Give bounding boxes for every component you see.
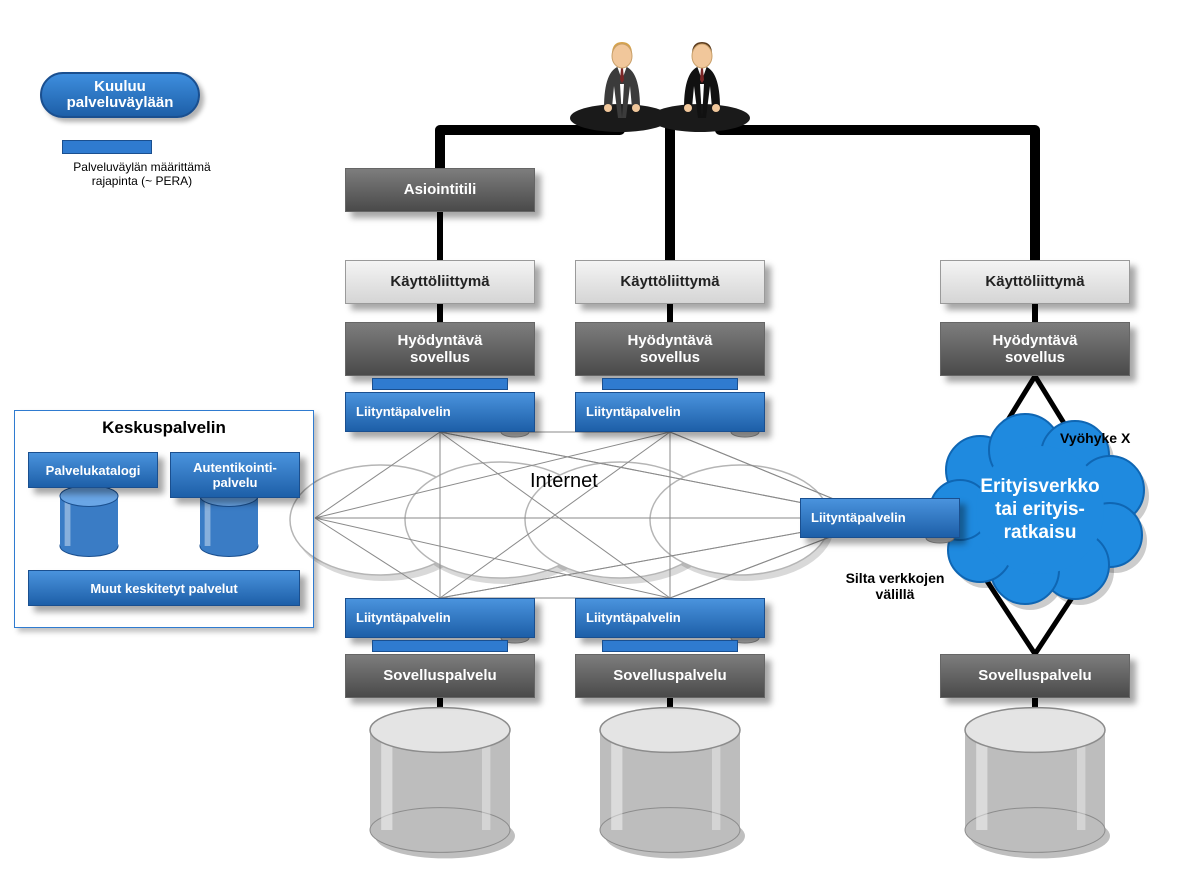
box-label: Hyödyntävä sovellus — [397, 332, 482, 367]
box-label: Sovelluspalvelu — [383, 667, 496, 684]
box-conn1t: Liityntäpalvelin — [345, 392, 535, 432]
box-svc1: Sovelluspalvelu — [345, 654, 535, 698]
legend-caption: Palveluväylän määrittämärajapinta (~ PER… — [32, 160, 252, 188]
box-label: Sovelluspalvelu — [613, 667, 726, 684]
box-bar2b — [602, 640, 738, 652]
box-conn2b: Liityntäpalvelin — [575, 598, 765, 638]
box-label: Liityntäpalvelin — [586, 611, 681, 626]
box-asiointitili: Asiointitili — [345, 168, 535, 212]
keskus-auth: Autentikointi- palvelu — [170, 452, 300, 498]
internet-label: Internet — [530, 470, 598, 493]
box-bar1t — [372, 378, 508, 390]
box-label: Asiointitili — [404, 181, 477, 198]
annot-silta: Silta verkkojenvälillä — [810, 570, 980, 602]
box-label: Liityntäpalvelin — [356, 611, 451, 626]
box-app2: Hyödyntävä sovellus — [575, 322, 765, 376]
box-conn2t: Liityntäpalvelin — [575, 392, 765, 432]
special-cloud-label: Erityisverkkotai erityis-ratkaisu — [960, 476, 1120, 544]
box-label: Käyttöliittymä — [985, 273, 1084, 290]
box-label: Liityntäpalvelin — [356, 405, 451, 420]
box-bar2t — [602, 378, 738, 390]
box-conn1b: Liityntäpalvelin — [345, 598, 535, 638]
box-svc2: Sovelluspalvelu — [575, 654, 765, 698]
box-ui2: Käyttöliittymä — [575, 260, 765, 304]
box-bar1b — [372, 640, 508, 652]
box-app3: Hyödyntävä sovellus — [940, 322, 1130, 376]
box-ui1: Käyttöliittymä — [345, 260, 535, 304]
label: Palvelukatalogi — [46, 463, 141, 478]
box-label: Käyttöliittymä — [620, 273, 719, 290]
box-label: Sovelluspalvelu — [978, 667, 1091, 684]
box-app1: Hyödyntävä sovellus — [345, 322, 535, 376]
annot-vyohyke: Vyöhyke X — [1060, 430, 1130, 446]
keskus-muut: Muut keskitetyt palvelut — [28, 570, 300, 606]
keskus-title: Keskuspalvelin — [14, 418, 314, 438]
box-svc3: Sovelluspalvelu — [940, 654, 1130, 698]
box-label: Liityntäpalvelin — [586, 405, 681, 420]
box-label: Liityntäpalvelin — [811, 511, 906, 526]
label: Autentikointi- palvelu — [193, 460, 277, 490]
label: Muut keskitetyt palvelut — [90, 581, 237, 596]
box-label: Käyttöliittymä — [390, 273, 489, 290]
box-label: Hyödyntävä sovellus — [992, 332, 1077, 367]
box-label: Hyödyntävä sovellus — [627, 332, 712, 367]
keskus-katalogi: Palvelukatalogi — [28, 452, 158, 488]
legend-pill: Kuuluupalveluväylään — [40, 72, 200, 118]
box-ui3: Käyttöliittymä — [940, 260, 1130, 304]
box-conn_bridge: Liityntäpalvelin — [800, 498, 960, 538]
legend-bar — [62, 140, 152, 154]
